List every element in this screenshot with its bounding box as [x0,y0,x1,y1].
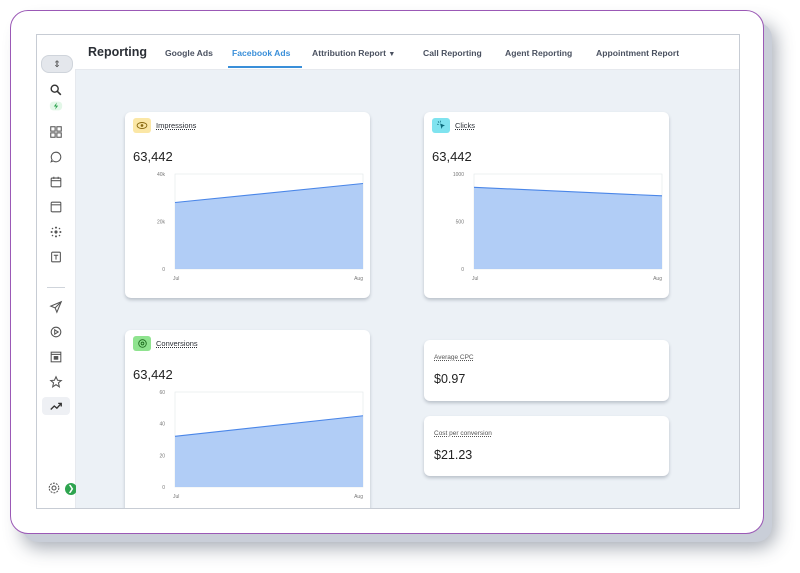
calendar-icon[interactable] [46,173,66,191]
y-tick-label: 20 [159,453,165,459]
conversions-value: 63,442 [133,367,173,382]
tab-attribution-label: Attribution Report [312,48,386,58]
impressions-card: Impressions 63,442 0 20k 40k Jul Aug [125,112,370,298]
tab-appointment-report[interactable]: Appointment Report [596,48,680,58]
cost-per-conversion-label[interactable]: Cost per conversion [434,430,492,437]
cost-per-conversion-card: Cost per conversion $21.23 [424,416,669,476]
cost-per-conversion-value: $21.23 [434,448,473,462]
document-icon[interactable] [46,248,66,266]
app-window: ⇕ [36,34,740,509]
y-tick-label: 500 [456,220,465,226]
x-tick-label: Jul [173,494,179,500]
average-cpc-card: Average CPC $0.97 [424,340,669,401]
tab-call-reporting[interactable]: Call Reporting [423,48,482,58]
series-area [175,415,363,487]
tab-agent-reporting[interactable]: Agent Reporting [505,48,573,58]
tab-attribution-report[interactable]: Attribution Report ▼ [312,48,395,58]
series-line [174,415,364,437]
clicks-value: 63,442 [432,149,472,164]
page-title: Reporting [88,45,148,59]
y-tick-label: 0 [162,485,165,491]
tab-google-ads[interactable]: Google Ads [165,48,213,58]
y-tick-label: 40k [157,172,166,178]
average-cpc-label[interactable]: Average CPC [434,354,474,361]
top-nav: Reporting Google Ads Facebook Ads Attrib… [75,35,739,70]
dashboard-content: Impressions 63,442 0 20k 40k Jul Aug Clicks … [76,70,739,508]
series-area [175,183,363,269]
impressions-chart: 0 20k 40k Jul Aug [157,172,364,282]
y-tick-label: 60 [159,390,165,396]
active-tab-indicator [228,66,302,68]
y-tick-label: 20k [157,220,166,226]
contacts-icon[interactable] [46,198,66,216]
impressions-label[interactable]: Impressions [156,121,197,130]
conversions-chart: 0 20 40 60 Jul Aug [159,390,364,500]
bolt-icon[interactable] [46,97,66,115]
search-icon[interactable] [46,81,66,99]
clicks-label[interactable]: Clicks [455,121,475,130]
network-icon[interactable] [46,223,66,241]
series-line [473,186,663,197]
impressions-value: 63,442 [133,149,173,164]
average-cpc-value: $0.97 [434,372,466,386]
send-icon[interactable] [46,298,66,316]
x-tick-label: Jul [173,276,179,282]
conversion-icon [133,336,151,351]
conversions-label[interactable]: Conversions [156,339,198,348]
sidebar: ⇕ [37,35,77,508]
chevron-down-icon: ▼ [388,51,396,58]
switch-icon[interactable]: ⇕ [41,55,73,73]
eye-icon [133,118,151,133]
x-tick-label: Jul [472,276,478,282]
y-tick-label: 0 [461,267,464,273]
layout-icon[interactable] [46,348,66,366]
series-area [474,187,662,269]
tab-facebook-ads[interactable]: Facebook Ads [232,48,291,58]
expand-icon[interactable]: ❯ [65,483,77,495]
settings-icon[interactable] [47,481,61,495]
y-tick-label: 40 [159,422,165,428]
conversions-card: Conversions 63,442 0 20 40 60 Jul Aug [125,330,370,508]
star-icon[interactable] [46,373,66,391]
grid-icon[interactable] [46,123,66,141]
x-tick-label: Aug [354,276,363,282]
y-tick-label: 1000 [453,172,464,178]
clicks-chart: 0 500 1000 Jul Aug [453,172,663,282]
sidebar-divider [47,287,65,288]
series-line [174,182,364,204]
chat-icon[interactable] [46,148,66,166]
trending-icon[interactable] [42,397,70,415]
cursor-icon [432,118,450,133]
play-icon[interactable] [46,323,66,341]
y-tick-label: 0 [162,267,165,273]
clicks-card: Clicks 63,442 0 500 1000 Jul Aug [424,112,669,298]
x-tick-label: Aug [653,276,662,282]
x-tick-label: Aug [354,494,363,500]
